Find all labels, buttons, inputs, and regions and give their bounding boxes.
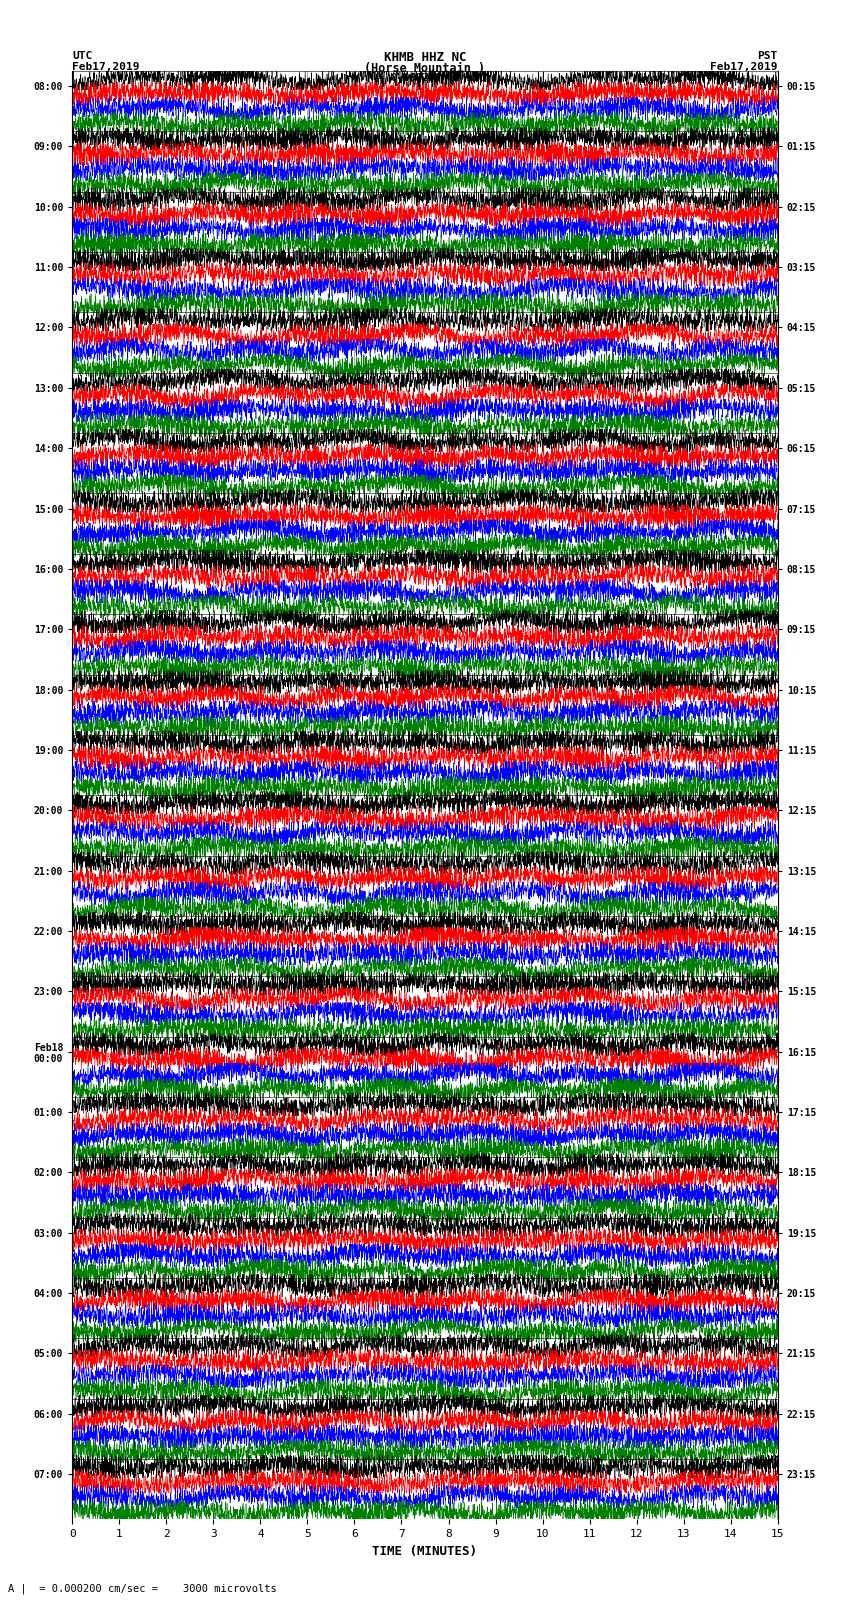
Text: Feb17,2019: Feb17,2019: [711, 63, 778, 73]
X-axis label: TIME (MINUTES): TIME (MINUTES): [372, 1545, 478, 1558]
Text: KHMB HHZ NC: KHMB HHZ NC: [383, 50, 467, 65]
Text: Feb17,2019: Feb17,2019: [72, 63, 139, 73]
Text: | = 0.000200 cm/sec: | = 0.000200 cm/sec: [366, 73, 484, 84]
Text: (Horse Mountain ): (Horse Mountain ): [365, 63, 485, 76]
Text: PST: PST: [757, 50, 778, 61]
Text: A |  = 0.000200 cm/sec =    3000 microvolts: A | = 0.000200 cm/sec = 3000 microvolts: [8, 1582, 277, 1594]
Text: UTC: UTC: [72, 50, 93, 61]
